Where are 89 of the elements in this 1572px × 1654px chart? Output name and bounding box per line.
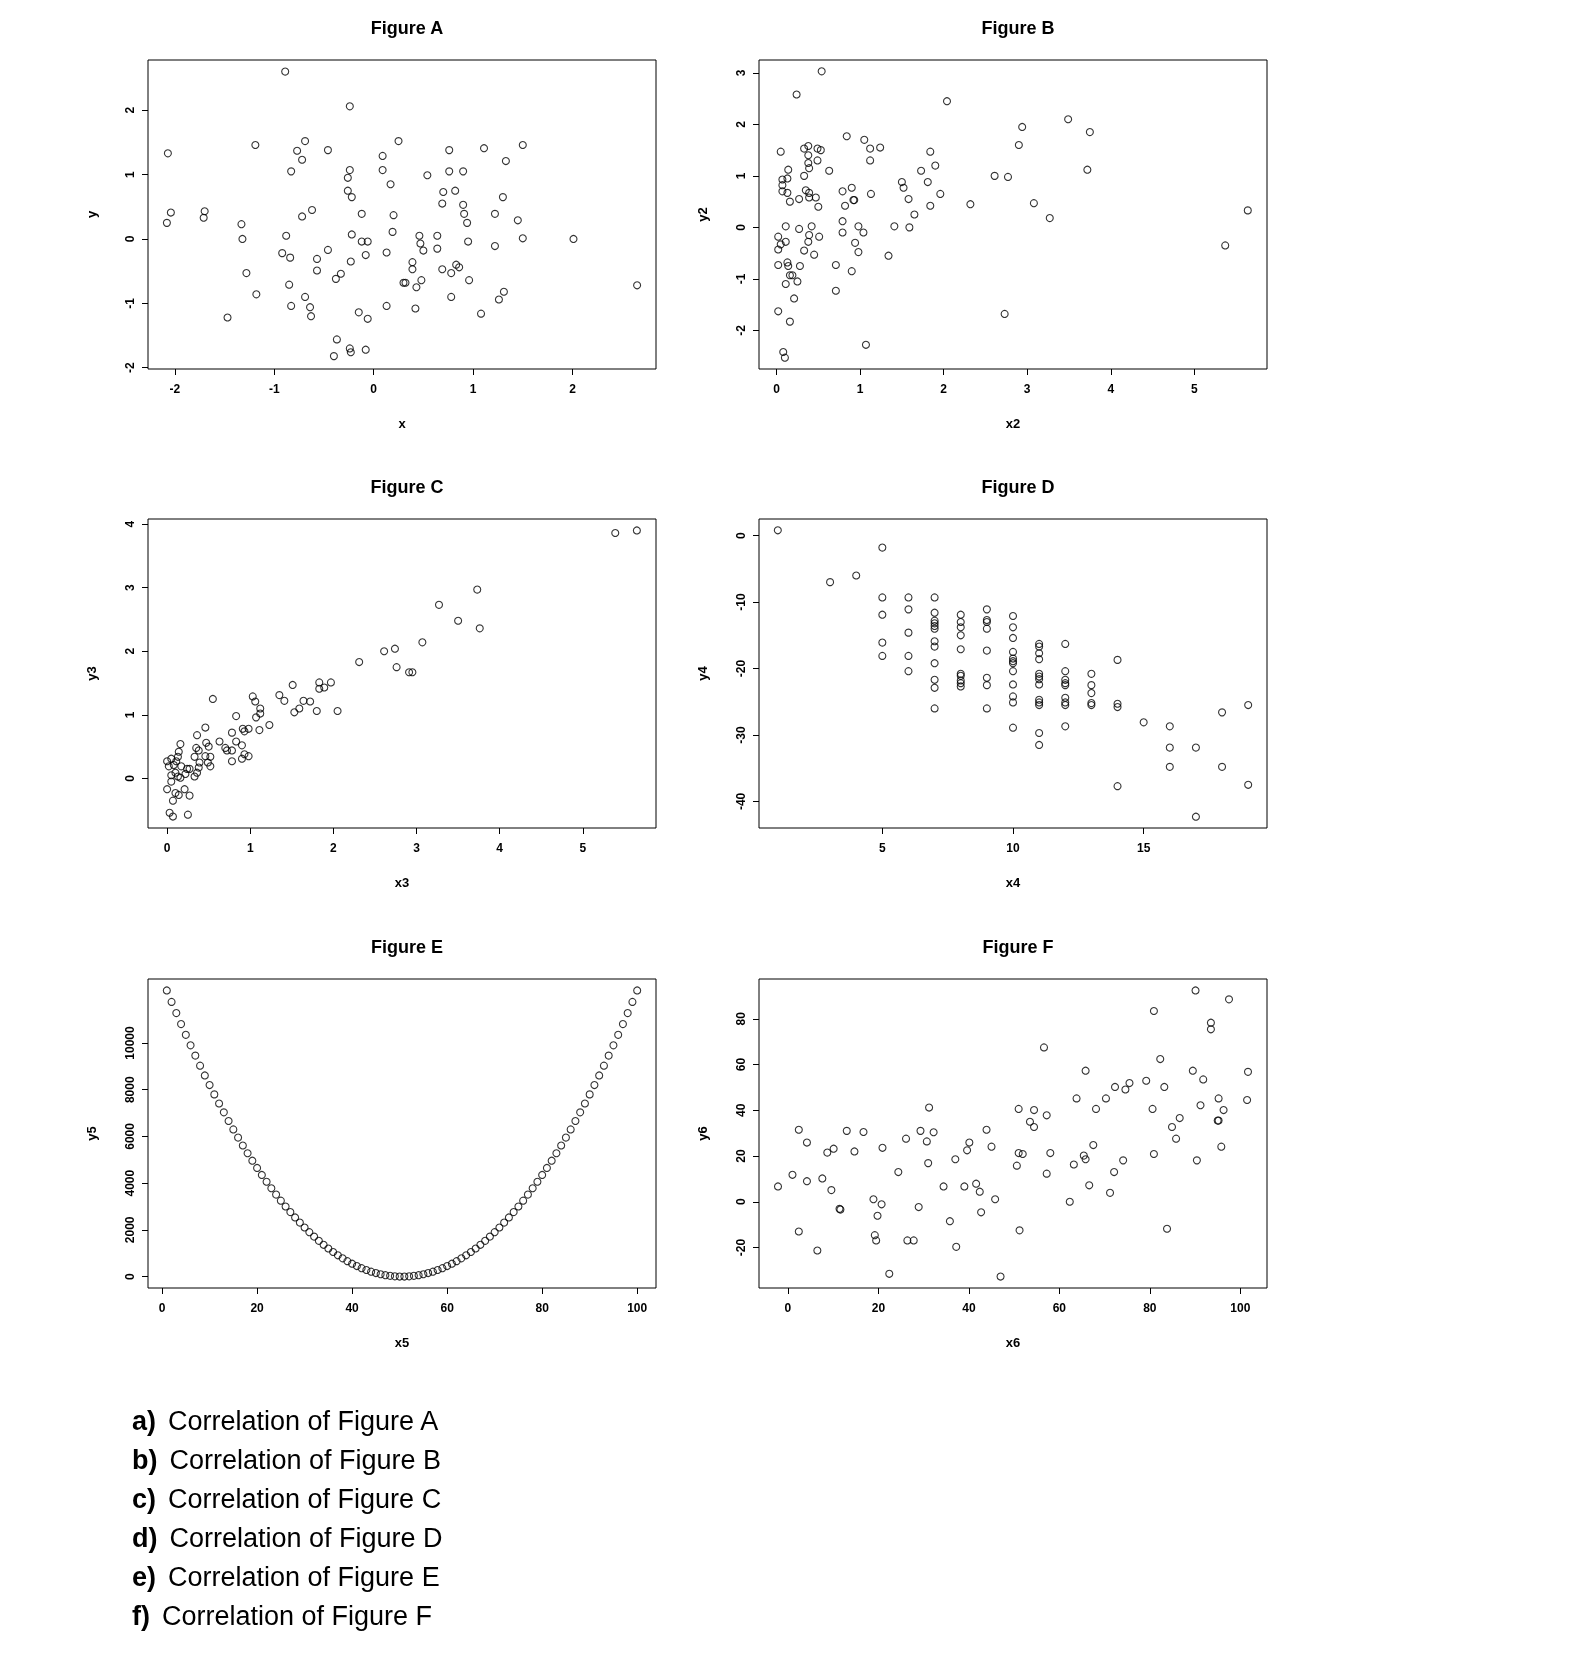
y-tick-label: 6000: [123, 1122, 137, 1150]
x-tick-label: 2: [940, 382, 948, 396]
x-tick-label: -2: [169, 382, 181, 396]
y-tick-label: 3: [734, 69, 748, 77]
y-tick-label: -1: [123, 297, 137, 309]
x-tick-label: 0: [163, 841, 171, 855]
y-tick-label: -10: [734, 593, 748, 611]
x-tick-label: 15: [1136, 841, 1151, 855]
y-tick-label: 2: [734, 120, 748, 128]
y-tick-label: 4000: [123, 1169, 137, 1197]
chart-title: Figure C: [370, 477, 444, 497]
x-tick-label: 2: [569, 382, 577, 396]
y-tick-label: 80: [734, 1011, 748, 1026]
x-tick-label: 60: [440, 1301, 455, 1315]
x-tick-label: 100: [1230, 1301, 1251, 1315]
x-tick-label: 3: [1023, 382, 1031, 396]
x-tick-label: 0: [784, 1301, 792, 1315]
y-tick-label: 3: [123, 584, 137, 592]
x-tick-label: 4: [496, 841, 504, 855]
y-tick-label: 40: [734, 1103, 748, 1117]
x-tick-label: 5: [1190, 382, 1198, 396]
x-axis-title: x2: [1005, 416, 1021, 431]
x-axis-title: x6: [1005, 1335, 1021, 1350]
x-tick-label: 5: [879, 841, 886, 855]
x-tick-label: 0: [773, 382, 781, 396]
chart-title: Figure D: [981, 477, 1055, 497]
y-tick-label: 0: [123, 1272, 137, 1280]
y-axis-title: y5: [84, 1126, 99, 1141]
x-tick-label: 60: [1052, 1301, 1067, 1315]
y-tick-label: 0: [734, 531, 748, 539]
text: d) Correlation of Figure D: [132, 1523, 443, 1553]
x-tick-label: 0: [370, 382, 378, 396]
x-tick-label: 40: [962, 1301, 976, 1315]
x-tick-label: -1: [268, 382, 280, 396]
x-tick-label: 3: [413, 841, 421, 855]
x-tick-label: 80: [1143, 1301, 1157, 1315]
y-tick-label: 1: [123, 170, 137, 178]
y-axis-title: y: [84, 210, 99, 219]
y-axis-title: y2: [695, 207, 710, 222]
x-axis-title: x: [398, 416, 407, 431]
y-tick-label: -40: [734, 792, 748, 811]
y-tick-label: -2: [123, 362, 137, 374]
x-tick-label: 1: [469, 382, 477, 396]
text: e) Correlation of Figure E: [132, 1562, 440, 1592]
x-tick-label: 4: [1107, 382, 1115, 396]
chart-title: Figure A: [370, 18, 444, 38]
x-tick-label: 80: [535, 1301, 550, 1315]
x-tick-label: 20: [250, 1301, 265, 1315]
x-tick-label: 1: [856, 382, 864, 396]
x-tick-label: 100: [627, 1301, 648, 1315]
x-tick-label: 40: [345, 1301, 360, 1315]
y-tick-label: 0: [734, 223, 748, 231]
x-tick-label: 0: [158, 1301, 166, 1315]
y-tick-label: 4: [123, 520, 137, 528]
y-tick-label: 60: [734, 1057, 748, 1072]
x-tick-label: 20: [871, 1301, 886, 1315]
y-axis-title: y6: [695, 1126, 710, 1141]
y-axis-title: y4: [695, 665, 710, 681]
text: a) Correlation of Figure A: [132, 1406, 439, 1436]
y-axis-title: y3: [84, 666, 99, 681]
x-axis-title: x4: [1005, 875, 1021, 890]
y-tick-label: 8000: [123, 1076, 137, 1104]
y-tick-label: -30: [734, 725, 748, 744]
text: c) Correlation of Figure C: [132, 1484, 442, 1514]
y-tick-label: 1: [123, 711, 137, 719]
y-tick-label: 20: [734, 1149, 748, 1163]
y-tick-label: -2: [734, 324, 748, 336]
y-tick-label: 10000: [123, 1025, 137, 1060]
x-tick-label: 10: [1006, 841, 1020, 855]
x-tick-label: 2: [330, 841, 338, 855]
text: f) Correlation of Figure F: [132, 1601, 433, 1631]
x-tick-label: 1: [246, 841, 254, 855]
y-tick-label: 2000: [123, 1216, 137, 1244]
chart-title: Figure F: [982, 937, 1054, 957]
chart-title: Figure B: [981, 18, 1055, 38]
x-tick-label: 5: [579, 841, 587, 855]
y-tick-label: 2: [123, 106, 137, 114]
y-tick-label: 0: [123, 235, 137, 243]
y-tick-label: 2: [123, 647, 137, 655]
y-tick-label: 0: [123, 774, 137, 782]
x-axis-title: x5: [394, 1335, 410, 1350]
y-tick-label: -20: [734, 659, 748, 678]
chart-title: Figure E: [370, 937, 444, 957]
y-tick-label: 1: [734, 172, 748, 180]
y-tick-label: 0: [734, 1198, 748, 1206]
y-tick-label: -1: [734, 273, 748, 285]
y-tick-label: -20: [734, 1238, 748, 1257]
text: b) Correlation of Figure B: [132, 1445, 442, 1475]
x-axis-title: x3: [394, 875, 410, 890]
